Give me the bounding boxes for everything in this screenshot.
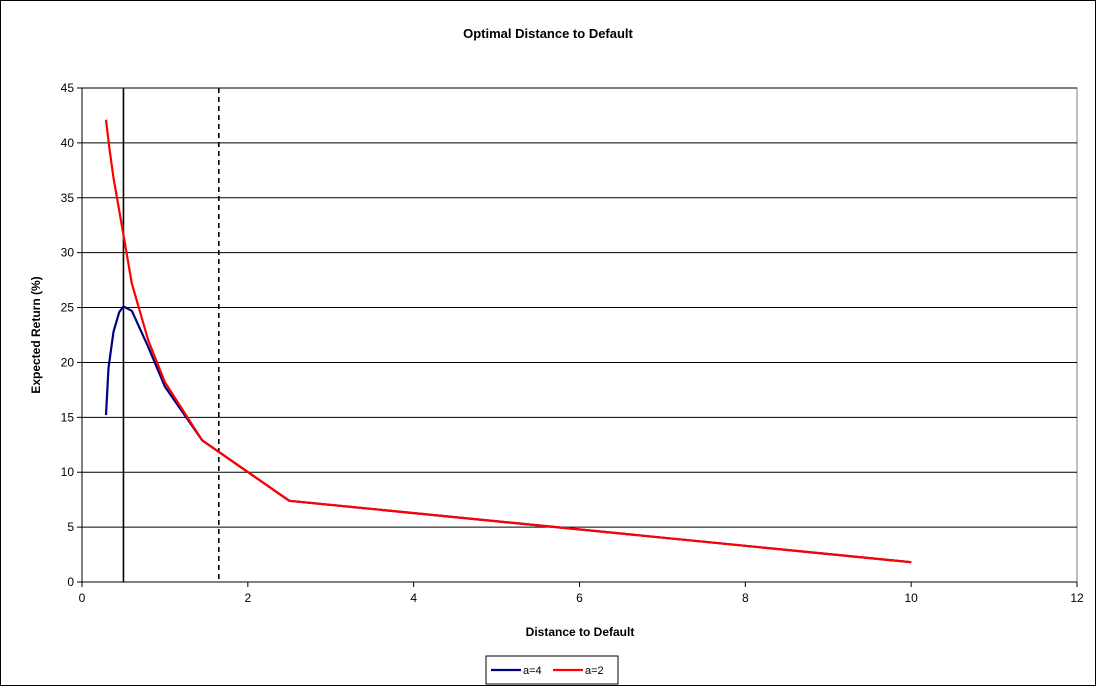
y-axis-ticks: 0 5 10 15 20 25 30 35 40 45 bbox=[61, 81, 83, 589]
x-axis-title: Distance to Default bbox=[526, 625, 635, 639]
x-tick-label-10: 10 bbox=[904, 591, 918, 605]
legend: a=4 a=2 bbox=[485, 655, 619, 685]
x-tick-label-0: 0 bbox=[79, 591, 86, 605]
y-tick-label-20: 20 bbox=[61, 355, 75, 369]
x-tick-label-4: 4 bbox=[410, 591, 417, 605]
legend-label-a4: a=4 bbox=[523, 665, 542, 677]
y-axis-title: Expected Return (%) bbox=[29, 276, 43, 393]
series-lines bbox=[104, 119, 912, 564]
reference-lines bbox=[122, 88, 220, 582]
chart-title: Optimal Distance to Default bbox=[463, 26, 633, 41]
y-tick-label-10: 10 bbox=[61, 465, 75, 479]
plot-area bbox=[81, 87, 1078, 583]
x-tick-label-8: 8 bbox=[742, 591, 749, 605]
y-tick-label-35: 35 bbox=[61, 191, 75, 205]
y-tick-label-30: 30 bbox=[61, 246, 75, 260]
x-axis-ticks: 0 2 4 6 8 10 12 bbox=[79, 581, 1084, 605]
x-tick-label-6: 6 bbox=[576, 591, 583, 605]
y-tick-label-40: 40 bbox=[61, 136, 75, 150]
x-tick-label-12: 12 bbox=[1070, 591, 1084, 605]
y-tick-label-45: 45 bbox=[61, 81, 75, 95]
y-tick-label-5: 5 bbox=[67, 520, 74, 534]
y-tick-label-15: 15 bbox=[61, 410, 75, 424]
y-tick-label-0: 0 bbox=[67, 575, 74, 589]
x-tick-label-2: 2 bbox=[244, 591, 251, 605]
legend-label-a2: a=2 bbox=[585, 665, 604, 677]
y-tick-label-25: 25 bbox=[61, 301, 75, 315]
series-line-a2 bbox=[104, 119, 912, 564]
